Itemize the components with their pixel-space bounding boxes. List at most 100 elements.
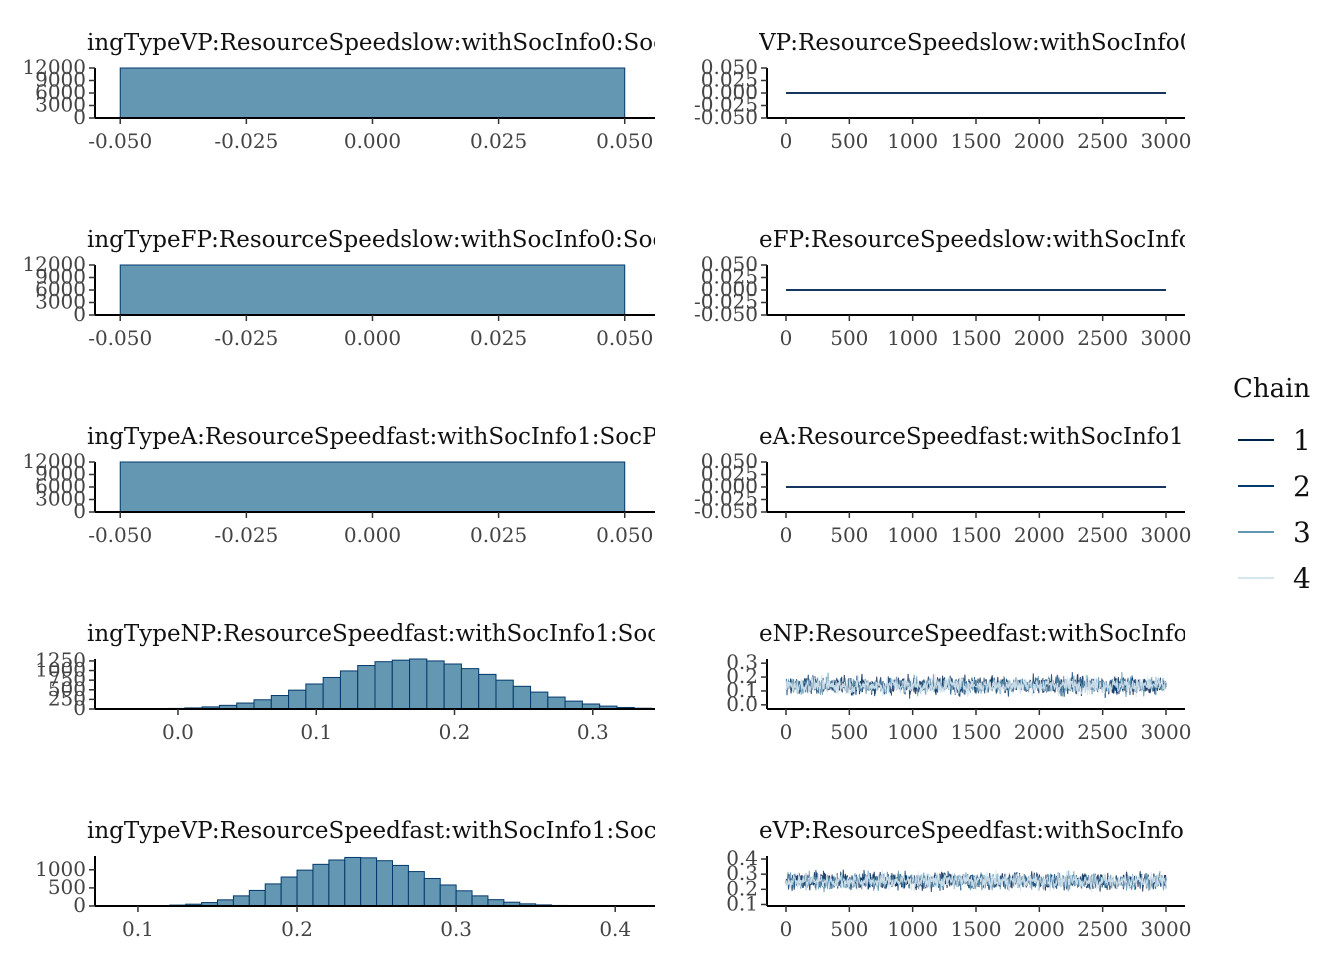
- x-tick-label: -0.050: [88, 129, 152, 153]
- histogram-bar: [357, 665, 376, 709]
- y-tick-label: 0.025: [701, 265, 758, 289]
- x-tick-label: 1000: [887, 917, 938, 941]
- panel-4: eFP:ResourceSpeedslow:withSocInfo0 0 500 10…: [694, 227, 1191, 350]
- panel-5: ingTypeA:ResourceSpeedfast:withSocInfo1:…: [22, 424, 655, 547]
- y-tick-label: 0.050: [701, 55, 758, 79]
- x-tick-label: 0: [780, 917, 793, 941]
- panel-title: eVP:ResourceSpeedfast:withSocInfo1: [759, 818, 1198, 844]
- x-tick-label: 2500: [1077, 917, 1128, 941]
- panel-title: eA:ResourceSpeedfast:withSocInfo1: [759, 424, 1184, 450]
- histogram-bar: [439, 884, 457, 906]
- histogram-bar: [426, 660, 445, 709]
- panel-9: ingTypeVP:ResourceSpeedfast:withSocInfo1…: [35, 818, 655, 941]
- histogram-bar: [232, 895, 250, 906]
- histogram-bar: [296, 869, 314, 906]
- x-tick-label: 2000: [1014, 523, 1065, 547]
- histogram-bar: [374, 661, 393, 709]
- x-tick-label: 0.1: [122, 917, 154, 941]
- panel-title: ingTypeNP:ResourceSpeedfast:withSocInfo1…: [87, 621, 676, 647]
- histogram-bar: [288, 689, 307, 709]
- y-tick-label: 12000: [22, 252, 86, 276]
- trace-line-chain-4: [785, 869, 1167, 893]
- y-tick-label: 0.4: [726, 846, 758, 870]
- x-tick-label: 500: [830, 326, 868, 350]
- x-tick-label: 0.025: [470, 326, 527, 350]
- histogram-bar: [392, 864, 409, 906]
- histogram-bar: [253, 699, 272, 709]
- histogram-bar: [495, 679, 514, 709]
- x-tick-label: 1500: [951, 326, 1002, 350]
- x-tick-label: 0: [780, 129, 793, 153]
- x-tick-label: 500: [830, 720, 868, 744]
- histogram-bar: [443, 663, 462, 709]
- histogram-bar: [280, 876, 298, 906]
- y-tick-label: 1250: [35, 648, 86, 672]
- plot-area: [119, 461, 626, 512]
- plot-area: [115, 658, 655, 709]
- y-tick-label: -0.050: [694, 302, 758, 326]
- x-tick-label: 0: [780, 523, 793, 547]
- plot-area: [121, 856, 632, 906]
- x-tick-label: 2500: [1077, 523, 1128, 547]
- y-tick-label: 0.000: [701, 277, 758, 301]
- x-tick-label: 0: [780, 326, 793, 350]
- y-tick-label: 250: [48, 686, 86, 710]
- x-tick-label: 2000: [1014, 720, 1065, 744]
- y-tick-label: 500: [48, 677, 86, 701]
- panel-title: ingTypeVP:ResourceSpeedslow:withSocInfo0…: [87, 30, 682, 56]
- histogram-bar: [119, 461, 626, 512]
- legend-label-chain-3: 3: [1293, 516, 1311, 549]
- y-tick-label: 750: [48, 667, 86, 691]
- y-tick-label: 500: [48, 875, 86, 899]
- y-tick-label: 0.025: [701, 68, 758, 92]
- y-tick-label: 0: [73, 302, 86, 326]
- y-tick-label: 0.050: [701, 449, 758, 473]
- x-tick-label: 3000: [1141, 720, 1192, 744]
- histogram-bar: [471, 895, 489, 906]
- x-tick-label: -0.050: [88, 523, 152, 547]
- y-tick-label: 0.000: [701, 80, 758, 104]
- y-tick-label: -0.025: [694, 290, 758, 314]
- x-tick-label: -0.025: [214, 523, 278, 547]
- x-tick-label: 1500: [951, 523, 1002, 547]
- y-tick-label: 0.3: [726, 861, 758, 885]
- y-tick-label: -0.050: [694, 499, 758, 523]
- legend-label-chain-4: 4: [1293, 562, 1311, 595]
- x-tick-label: 2500: [1077, 326, 1128, 350]
- x-tick-label: 2000: [1014, 917, 1065, 941]
- legend-label-chain-1: 1: [1293, 424, 1311, 457]
- x-tick-label: 0.000: [344, 523, 401, 547]
- x-tick-label: 1000: [887, 129, 938, 153]
- histogram-bar: [322, 676, 341, 709]
- x-tick-label: 500: [830, 129, 868, 153]
- histogram-bar: [460, 668, 480, 709]
- x-tick-label: 0: [780, 720, 793, 744]
- panel-1: ingTypeVP:ResourceSpeedslow:withSocInfo0…: [22, 30, 682, 153]
- x-tick-label: 1500: [951, 129, 1002, 153]
- y-tick-label: 0.050: [701, 252, 758, 276]
- x-tick-label: 0.050: [596, 326, 653, 350]
- y-tick-label: 6000: [35, 80, 86, 104]
- histogram-bar: [264, 883, 282, 906]
- x-tick-label: 500: [830, 917, 868, 941]
- plot-area: [785, 869, 1167, 893]
- plot-area: [119, 67, 626, 118]
- trace-line-chain-4: [785, 673, 1167, 698]
- x-tick-label: 3000: [1141, 129, 1192, 153]
- x-tick-label: -0.050: [88, 326, 152, 350]
- y-tick-label: 0.0: [726, 692, 758, 716]
- x-tick-label: 0.3: [577, 720, 609, 744]
- x-tick-label: 0.025: [470, 523, 527, 547]
- x-tick-label: -0.025: [214, 326, 278, 350]
- panel-title: VP:ResourceSpeedslow:withSocInfo0: [758, 30, 1194, 56]
- x-tick-label: 1000: [887, 720, 938, 744]
- y-tick-label: 3000: [35, 487, 86, 511]
- y-tick-label: 0.025: [701, 462, 758, 486]
- histogram-bar: [312, 863, 330, 906]
- x-tick-label: 2500: [1077, 129, 1128, 153]
- histogram-bar: [339, 670, 359, 709]
- y-tick-label: 3000: [35, 93, 86, 117]
- y-tick-label: 9000: [35, 265, 86, 289]
- panel-10: eVP:ResourceSpeedfast:withSocInfo1 0 500 10…: [726, 818, 1198, 941]
